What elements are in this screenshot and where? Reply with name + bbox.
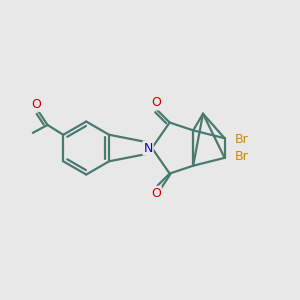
Text: O: O: [151, 96, 161, 110]
Text: Br: Br: [234, 150, 248, 164]
Text: N: N: [143, 142, 153, 154]
Text: Br: Br: [234, 133, 248, 146]
Text: O: O: [151, 187, 161, 200]
Text: O: O: [31, 98, 41, 111]
